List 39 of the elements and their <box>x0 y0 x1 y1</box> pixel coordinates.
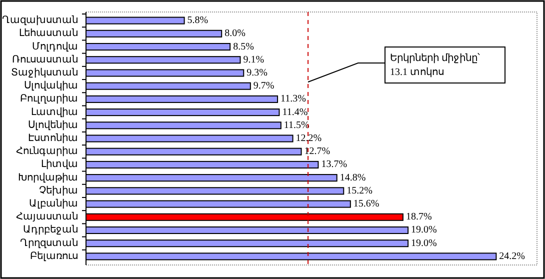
y-tick-label: Հունգարիա <box>16 146 78 158</box>
y-tick-label: Ղազախստան <box>2 15 78 26</box>
data-label: 8.5% <box>233 41 254 52</box>
data-label: 18.7% <box>406 212 432 223</box>
y-tick-label: Էստոնիա <box>28 133 78 144</box>
data-label: 11.3% <box>280 94 306 105</box>
y-tick-label: Չեխիա <box>39 185 78 196</box>
data-label: 11.4% <box>282 106 308 118</box>
data-label: 8.0% <box>224 28 246 40</box>
y-tick-label: Լեհաստան <box>19 28 78 40</box>
data-label: 11.5% <box>284 120 310 131</box>
y-tick-label: Լատվիա <box>31 106 78 118</box>
y-tick-label: Ալբանիա <box>29 198 78 210</box>
y-tick-label: Ղրղզստան <box>20 238 78 249</box>
y-tick-label: Սլովակիա <box>24 80 78 92</box>
y-tick-label: Բելառուս <box>30 250 78 262</box>
data-label: 24.2% <box>499 250 526 262</box>
data-label: 5.8% <box>187 15 208 26</box>
data-label: 13.7% <box>321 159 348 170</box>
data-label: 15.2% <box>346 185 372 196</box>
y-tick-label: Տաջիկստան <box>11 67 78 78</box>
y-tick-label: Ռուսաստան <box>12 54 78 66</box>
data-label: 15.6% <box>353 198 380 210</box>
data-label: 9.3% <box>246 67 268 78</box>
data-label: 14.8% <box>340 172 366 184</box>
y-tick-label: Բուլղարիա <box>20 94 78 105</box>
y-tick-label: Խորվաթիա <box>18 172 78 184</box>
y-tick-label: Հայաստան <box>16 212 78 223</box>
y-tick-label: Սլովենիա <box>28 120 78 131</box>
data-label: 12.7% <box>304 146 330 158</box>
data-label: 9.1% <box>243 54 264 66</box>
data-label: 19.0% <box>411 224 437 236</box>
y-tick-label: Լիտվա <box>41 159 78 170</box>
ref-line-label: Երկրների միջինը՝ 13.1 տոկոս <box>390 53 480 78</box>
data-label: 12.2% <box>296 133 322 144</box>
data-label: 9.7% <box>253 80 274 92</box>
y-tick-label: Ադրբեջան <box>23 224 78 236</box>
data-label: 19.0% <box>411 238 437 249</box>
y-tick-label: Մոլդովա <box>32 41 78 52</box>
